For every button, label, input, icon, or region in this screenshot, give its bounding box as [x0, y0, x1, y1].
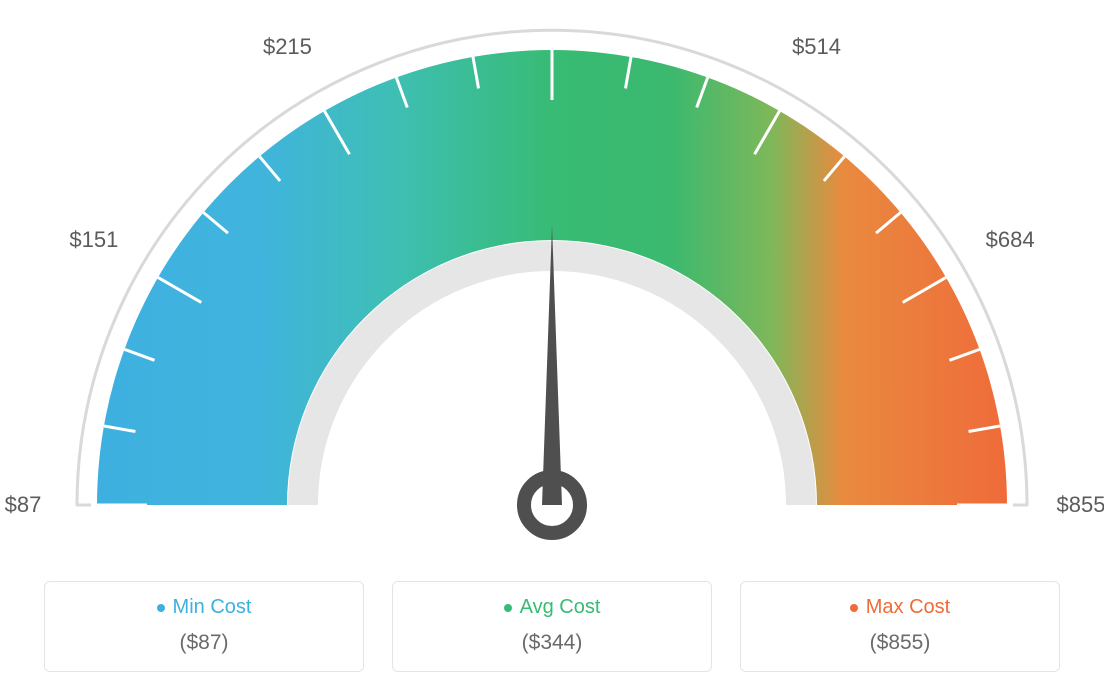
gauge-chart: $87$151$215$344$514$684$855 [0, 0, 1104, 560]
legend-value-avg: ($344) [401, 631, 703, 655]
gauge-svg [0, 0, 1104, 560]
legend-title-max: Max Cost [850, 596, 950, 619]
legend-card-max: Max Cost ($855) [740, 581, 1060, 672]
dot-icon [157, 604, 165, 612]
legend-title-text: Min Cost [173, 596, 252, 619]
legend-row: Min Cost ($87) Avg Cost ($344) Max Cost … [0, 581, 1104, 672]
legend-card-min: Min Cost ($87) [44, 581, 364, 672]
legend-value-max: ($855) [749, 631, 1051, 655]
gauge-tick-label: $514 [792, 34, 841, 60]
legend-title-text: Max Cost [866, 596, 950, 619]
dot-icon [850, 604, 858, 612]
gauge-tick-label: $684 [986, 227, 1035, 253]
legend-title-text: Avg Cost [520, 596, 601, 619]
gauge-tick-label: $855 [1057, 492, 1104, 518]
legend-value-min: ($87) [53, 631, 355, 655]
gauge-tick-label: $87 [5, 492, 42, 518]
legend-title-min: Min Cost [157, 596, 252, 619]
gauge-tick-label: $215 [263, 34, 312, 60]
dot-icon [504, 604, 512, 612]
gauge-tick-label: $151 [69, 227, 118, 253]
legend-title-avg: Avg Cost [504, 596, 601, 619]
legend-card-avg: Avg Cost ($344) [392, 581, 712, 672]
